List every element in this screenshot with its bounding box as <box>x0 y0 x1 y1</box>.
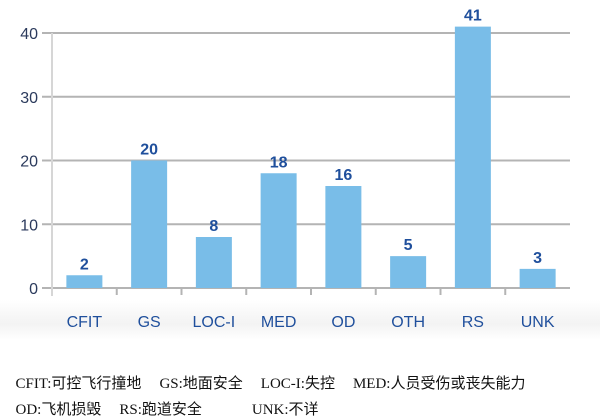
data-label: 18 <box>270 154 288 171</box>
legend-note-od: OD:飞机损毁 <box>15 402 102 418</box>
data-label: 41 <box>464 8 482 25</box>
x-tick-label: UNK <box>521 314 555 331</box>
bar-gs <box>131 160 168 288</box>
y-tick-label: 40 <box>20 26 38 43</box>
bar-rs <box>454 26 491 288</box>
bar-cfit <box>66 275 103 288</box>
data-label: 20 <box>140 142 158 159</box>
bar-oth <box>390 256 427 288</box>
data-label: 16 <box>334 167 352 184</box>
legend-note-cfit: CFIT:可控飞行撞地 <box>15 376 142 392</box>
bar-od <box>325 186 362 288</box>
legend-note-gs: GS:地面安全 <box>159 376 243 392</box>
legend-note-loci: LOC-I:失控 <box>260 376 335 392</box>
legend-note-med: MED:人员受伤或丧失能力 <box>352 376 526 392</box>
y-tick-label: 0 <box>29 281 38 298</box>
legend-line-2: OD:飞机损毁 RS:跑道安全 UNK:不详 <box>8 381 337 419</box>
y-tick-label: 30 <box>20 90 38 107</box>
legend-note-unk: UNK:不详 <box>251 402 319 418</box>
x-tick-label: CFIT <box>67 314 103 331</box>
bar-unk <box>519 268 556 288</box>
legend-note-rs: RS:跑道安全 <box>119 402 202 418</box>
x-tick-label: OD <box>331 314 355 331</box>
data-label: 2 <box>80 256 89 273</box>
x-tick-label: OTH <box>391 314 425 331</box>
background-band <box>0 300 600 340</box>
x-tick-label: MED <box>261 314 297 331</box>
x-tick-label: GS <box>138 314 161 331</box>
bar-med <box>260 173 297 288</box>
x-tick-label: RS <box>462 314 484 331</box>
y-tick-label: 10 <box>20 217 38 234</box>
y-tick-label: 20 <box>20 154 38 171</box>
data-label: 5 <box>404 237 413 254</box>
bar-loc-i <box>195 237 232 288</box>
bar-chart: 0 10 20 30 40 2 CFIT 20 GS 8 LOC-I 18 MED 16 OD 5 OTH 41 R… <box>20 8 570 331</box>
x-tick-label: LOC-I <box>193 314 236 331</box>
data-label: 8 <box>209 218 218 235</box>
legend-line-1: CFIT:可控飞行撞地 GS:地面安全 LOC-I:失控 MED:人员受伤或丧失能力 <box>8 355 543 393</box>
data-label: 3 <box>533 250 542 267</box>
